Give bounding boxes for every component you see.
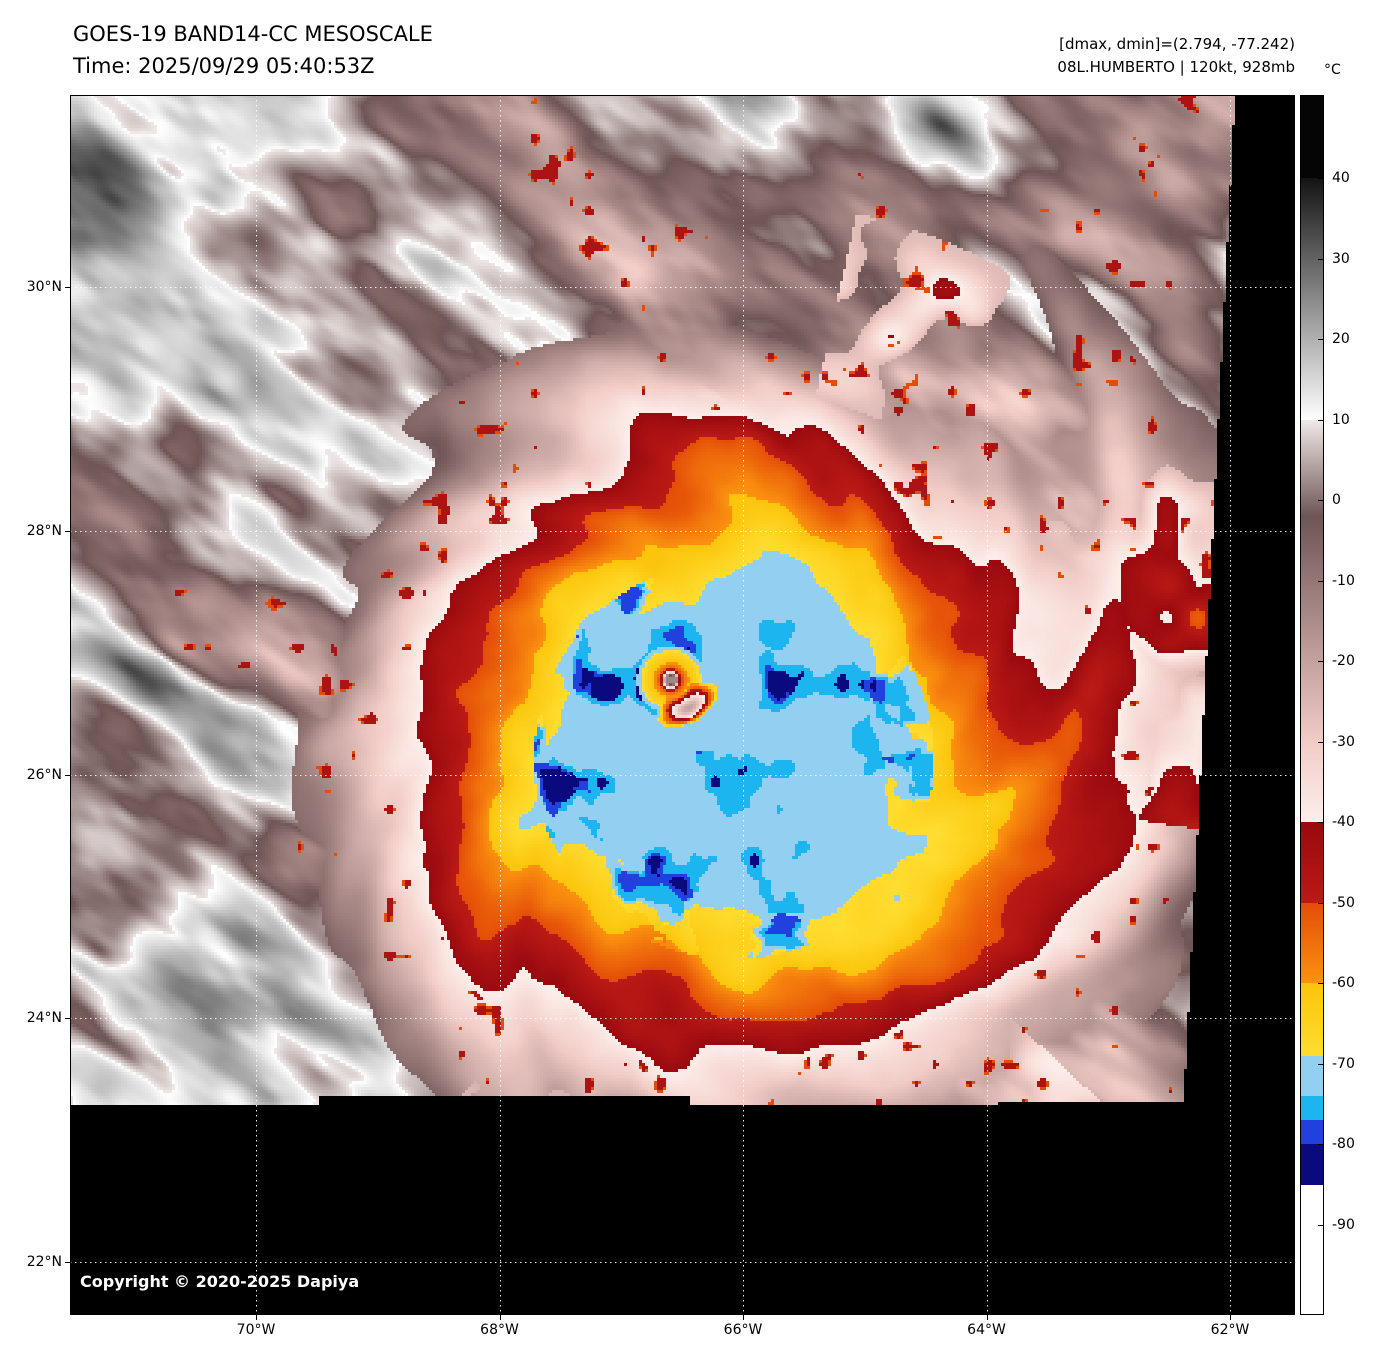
lon-label: 62°W (1210, 1322, 1250, 1338)
colorbar-tick-label: 40 (1332, 170, 1350, 186)
colorbar-tick-label: 0 (1332, 492, 1341, 508)
colorbar-tick-label: -60 (1332, 975, 1355, 991)
colorbar-tick-label: -40 (1332, 814, 1355, 830)
lon-label: 66°W (723, 1322, 763, 1338)
figure-timestamp: Time: 2025/09/29 05:40:53Z (73, 54, 375, 78)
figure-title: GOES-19 BAND14-CC MESOSCALE (73, 22, 433, 46)
lon-tick (987, 1315, 988, 1320)
colorbar-tick-label: -50 (1332, 894, 1355, 911)
lon-tick (500, 1315, 501, 1320)
lon-tick (256, 1315, 257, 1320)
lat-label: 22°N (26, 1254, 62, 1270)
colorbar-tick-label: -90 (1332, 1216, 1355, 1233)
lat-tick (65, 1262, 70, 1263)
copyright-label: Copyright © 2020-2025 Dapiya (80, 1272, 360, 1291)
satellite-image-canvas (70, 95, 1295, 1315)
lon-tick (1230, 1315, 1231, 1320)
lon-label: 70°W (236, 1322, 276, 1338)
colorbar-canvas (1300, 95, 1324, 1315)
storm-info: 08L.HUMBERTO | 120kt, 928mb (1057, 58, 1295, 76)
dmax-dmin-readout: [dmax, dmin]=(2.794, -77.242) (1059, 35, 1295, 53)
lat-tick (65, 1018, 70, 1019)
lon-label: 68°W (480, 1322, 519, 1338)
lat-label: 28°N (26, 522, 62, 539)
colorbar-unit-label: °C (1324, 62, 1341, 78)
colorbar-tick-label: 30 (1332, 250, 1350, 267)
lat-tick (65, 287, 70, 288)
lon-tick (743, 1315, 744, 1320)
lat-tick (65, 775, 70, 776)
colorbar-tick-label: -80 (1332, 1136, 1355, 1152)
colorbar-tick-label: -30 (1332, 733, 1355, 750)
lat-label: 26°N (26, 766, 62, 783)
colorbar-tick-label: 20 (1332, 331, 1350, 347)
colorbar-tick-label: 10 (1332, 411, 1350, 428)
lat-tick (65, 531, 70, 532)
header-right-block: [dmax, dmin]=(2.794, -77.242) 08L.HUMBER… (1057, 33, 1295, 79)
colorbar-tick-label: -70 (1332, 1055, 1355, 1072)
colorbar-tick-label: -20 (1332, 653, 1355, 669)
lon-label: 64°W (967, 1322, 1006, 1338)
lat-label: 24°N (26, 1010, 62, 1027)
lat-label: 30°N (26, 279, 62, 295)
colorbar-tick-label: -10 (1332, 572, 1355, 589)
